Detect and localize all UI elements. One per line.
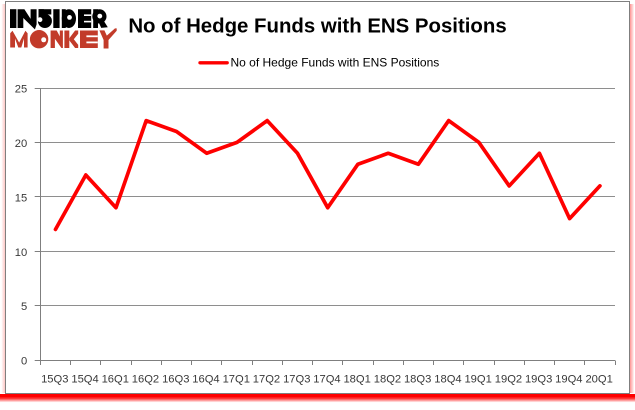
svg-text:18Q3: 18Q3 (404, 374, 431, 386)
svg-text:19Q1: 19Q1 (464, 374, 491, 386)
svg-text:18Q1: 18Q1 (343, 374, 370, 386)
svg-text:16Q2: 16Q2 (132, 374, 159, 386)
svg-text:19Q4: 19Q4 (555, 374, 582, 386)
svg-text:18Q2: 18Q2 (374, 374, 401, 386)
svg-text:25: 25 (15, 84, 27, 96)
svg-text:20Q1: 20Q1 (585, 374, 612, 386)
svg-text:16Q1: 16Q1 (102, 374, 129, 386)
svg-text:0: 0 (21, 356, 27, 368)
svg-text:17Q1: 17Q1 (223, 374, 250, 386)
svg-text:5: 5 (21, 301, 27, 313)
svg-text:17Q4: 17Q4 (313, 374, 340, 386)
svg-text:No of Hedge Funds with ENS Pos: No of Hedge Funds with ENS Positions (128, 16, 506, 38)
svg-text:15: 15 (15, 192, 27, 204)
svg-text:16Q3: 16Q3 (162, 374, 189, 386)
svg-text:19Q3: 19Q3 (525, 374, 552, 386)
svg-text:15Q3: 15Q3 (41, 374, 68, 386)
svg-text:No of Hedge Funds with ENS Pos: No of Hedge Funds with ENS Positions (231, 55, 440, 69)
svg-text:19Q2: 19Q2 (495, 374, 522, 386)
svg-text:20: 20 (15, 138, 27, 150)
svg-text:15Q4: 15Q4 (71, 374, 98, 386)
svg-text:17Q3: 17Q3 (283, 374, 310, 386)
svg-text:18Q4: 18Q4 (434, 374, 461, 386)
svg-text:17Q2: 17Q2 (253, 374, 280, 386)
svg-text:10: 10 (15, 247, 27, 259)
svg-text:16Q4: 16Q4 (192, 374, 219, 386)
